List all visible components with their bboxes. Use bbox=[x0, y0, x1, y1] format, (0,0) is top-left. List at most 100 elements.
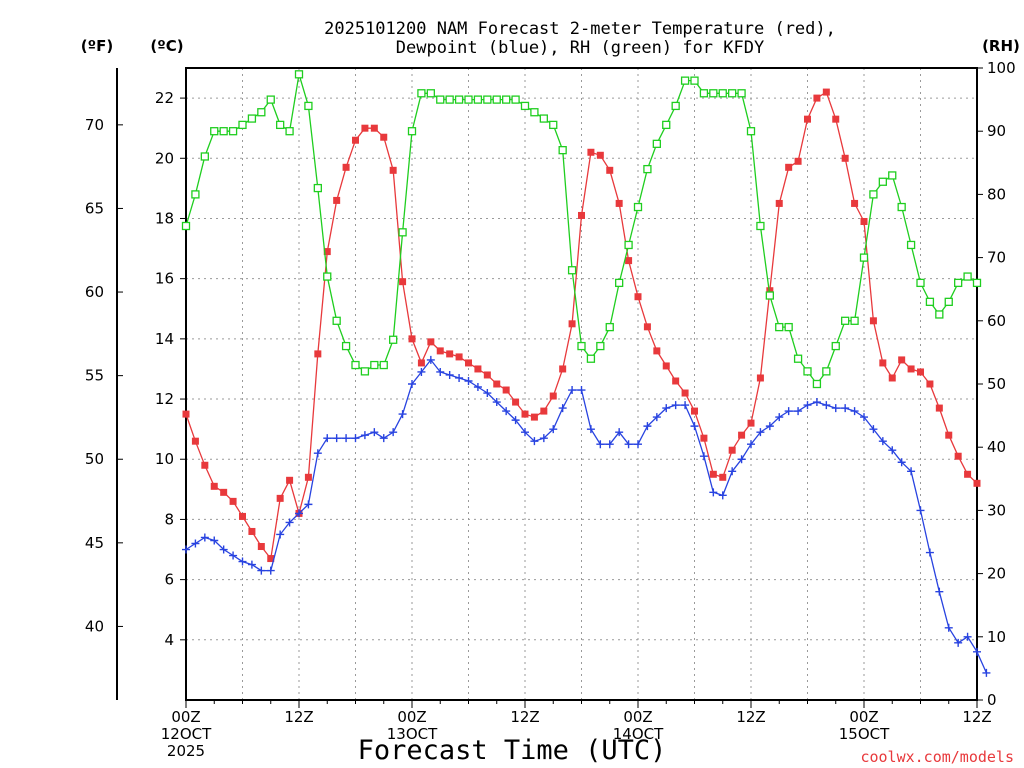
rh-point bbox=[643, 164, 652, 174]
temperature-point bbox=[417, 359, 425, 367]
dewpoint-point bbox=[558, 404, 567, 413]
temperature-point bbox=[286, 476, 294, 484]
temperature-point bbox=[568, 320, 576, 328]
temperature-point bbox=[191, 437, 199, 445]
dewpoint-point bbox=[624, 440, 633, 449]
temperature-point bbox=[907, 365, 915, 373]
series-line bbox=[185, 358, 987, 674]
fahrenheit-tick-label: 65 bbox=[85, 199, 104, 217]
temperature-point bbox=[201, 461, 209, 469]
dewpoint-point bbox=[295, 509, 303, 518]
temperature-point bbox=[530, 413, 538, 421]
dewpoint-point bbox=[455, 373, 464, 382]
rh-point bbox=[888, 171, 897, 180]
temperature-point bbox=[436, 347, 444, 355]
rh-point bbox=[483, 95, 492, 104]
dewpoint-point bbox=[860, 413, 868, 422]
temperature-point bbox=[954, 452, 962, 460]
temperature-point bbox=[813, 94, 821, 102]
rh-point bbox=[709, 89, 718, 98]
dewpoint-point bbox=[483, 389, 492, 398]
temperature-point bbox=[709, 470, 717, 478]
rh-point bbox=[445, 95, 454, 104]
rh-point bbox=[925, 297, 935, 306]
dewpoint-point bbox=[944, 623, 953, 632]
rh-point bbox=[370, 360, 379, 370]
dewpoint-point bbox=[878, 437, 887, 446]
dewpoint-point bbox=[219, 545, 228, 554]
dewpoint-point bbox=[417, 367, 426, 376]
dewpoint-point bbox=[812, 398, 821, 407]
rh-point bbox=[181, 221, 191, 231]
temperature-point bbox=[512, 398, 520, 406]
dewpoint-point bbox=[775, 413, 784, 422]
dewpoint-point bbox=[464, 376, 473, 385]
rh-point bbox=[191, 190, 200, 199]
dewpoint-point bbox=[436, 367, 445, 376]
dewpoint-point bbox=[238, 557, 247, 566]
dewpoint-point bbox=[182, 545, 190, 554]
rh-point bbox=[492, 95, 501, 104]
rh-point bbox=[219, 127, 228, 136]
dewpoint-point bbox=[841, 404, 850, 413]
temperature-point bbox=[239, 512, 246, 520]
rh-point bbox=[906, 240, 916, 250]
dewpoint-point bbox=[681, 401, 690, 410]
fahrenheit-tick-label: 70 bbox=[85, 116, 104, 134]
temperature-point bbox=[276, 494, 284, 502]
dewpoint-point bbox=[266, 566, 275, 575]
temperature-point bbox=[945, 431, 953, 439]
dewpoint-point bbox=[445, 370, 454, 379]
dewpoint-point bbox=[370, 428, 379, 437]
temperature-point bbox=[700, 434, 708, 442]
temperature-point bbox=[898, 356, 906, 364]
rh-point bbox=[793, 354, 803, 363]
rh-point bbox=[323, 272, 332, 281]
x-tick-date: 13OCT bbox=[387, 725, 438, 743]
rh-point bbox=[351, 360, 360, 370]
celsius-tick-label: 8 bbox=[164, 510, 174, 528]
rh-tick-label: 10 bbox=[987, 628, 1006, 646]
credit-label: coolwx.com/models bbox=[860, 748, 1014, 766]
temperature-point bbox=[549, 392, 557, 400]
dewpoint-point bbox=[652, 413, 661, 422]
rh-tick-label: 90 bbox=[987, 122, 1006, 140]
rh-point bbox=[285, 127, 294, 136]
dewpoint-point bbox=[634, 440, 642, 449]
temperature-point bbox=[596, 151, 604, 159]
rh-point bbox=[972, 278, 982, 288]
temperature-point bbox=[662, 362, 670, 370]
rh-point bbox=[662, 120, 671, 130]
temperature-point bbox=[625, 257, 633, 265]
rh-point bbox=[680, 76, 690, 85]
rh-tick-label: 80 bbox=[987, 185, 1006, 203]
dewpoint-point bbox=[530, 437, 539, 446]
temperature-point bbox=[841, 154, 849, 162]
rh-point bbox=[765, 291, 774, 300]
x-tick-label: 12Z bbox=[736, 708, 765, 726]
dewpoint-point bbox=[671, 401, 680, 410]
rh-point bbox=[379, 360, 388, 370]
rh-point bbox=[520, 101, 530, 111]
temperature-point bbox=[455, 353, 463, 361]
rh-point bbox=[332, 316, 341, 325]
rh-point bbox=[822, 367, 831, 376]
dewpoint-point bbox=[200, 533, 209, 542]
rh-point bbox=[210, 127, 219, 136]
temperature-point bbox=[832, 115, 840, 123]
temperature-point bbox=[634, 293, 642, 301]
dewpoint-point bbox=[699, 452, 708, 461]
temperature-point bbox=[578, 211, 585, 219]
dewpoint-point bbox=[737, 455, 746, 464]
temperature-point bbox=[917, 368, 924, 376]
temperature-point bbox=[210, 482, 218, 490]
rh-point bbox=[389, 335, 398, 344]
rh-tick-label: 20 bbox=[987, 565, 1006, 583]
rh-point bbox=[850, 316, 859, 325]
temperature-point bbox=[587, 148, 595, 156]
rh-point bbox=[294, 70, 304, 79]
rh-point bbox=[304, 101, 313, 111]
dewpoint-point bbox=[257, 566, 266, 575]
rh-point bbox=[426, 89, 435, 98]
